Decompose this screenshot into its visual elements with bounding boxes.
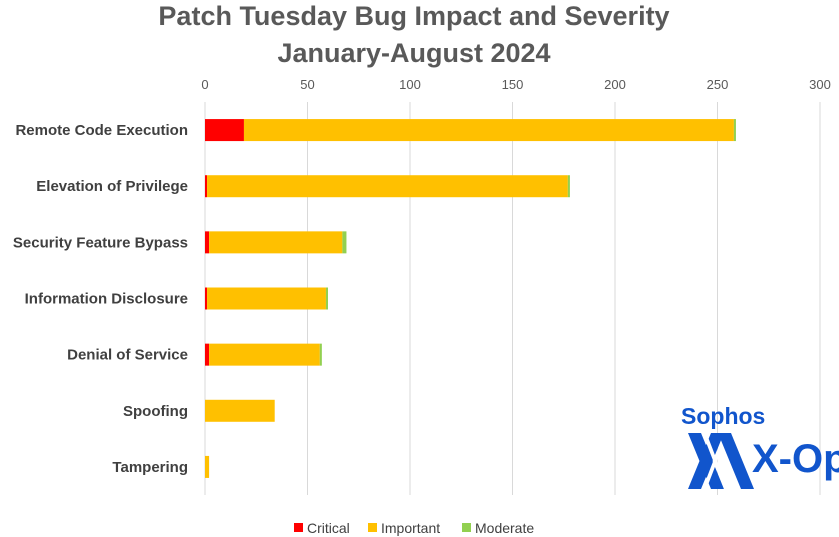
logo-bottom-text: X-Ops xyxy=(752,437,839,481)
category-label: Security Feature Bypass xyxy=(13,234,188,251)
bar-segment-critical xyxy=(205,175,208,198)
x-tick-label: 200 xyxy=(604,77,626,92)
category-label: Information Disclosure xyxy=(25,291,188,308)
x-axis: 0 50 100 150 200 250 300 xyxy=(201,77,830,92)
legend-label: Critical xyxy=(307,520,350,536)
logo-top-text: Sophos xyxy=(681,403,765,429)
bar-segment-moderate xyxy=(342,231,347,254)
bar-segment-critical xyxy=(205,119,244,142)
x-tick-label: 0 xyxy=(201,77,208,92)
bar-segment-important xyxy=(205,455,210,478)
x-tick-label: 150 xyxy=(502,77,524,92)
bar-segment-important xyxy=(207,175,568,198)
grid xyxy=(204,102,821,495)
bars xyxy=(205,119,736,478)
legend-swatch xyxy=(368,523,377,532)
legend: Critical Important Moderate xyxy=(294,520,534,536)
sophos-xops-logo: Sophos X-Ops xyxy=(681,403,839,489)
y-axis: Remote Code Execution Elevation of Privil… xyxy=(13,122,188,476)
bar-segment-important xyxy=(209,231,343,254)
bar-segment-critical xyxy=(205,231,210,254)
bar-segment-moderate xyxy=(319,343,322,366)
chart-title: Patch Tuesday Bug Impact and Severity xyxy=(158,1,669,31)
legend-label: Important xyxy=(381,520,440,536)
category-label: Remote Code Execution xyxy=(15,122,188,139)
bar-segment-important xyxy=(205,399,275,422)
bar-segment-critical xyxy=(205,343,210,366)
chart-subtitle: January-August 2024 xyxy=(277,38,550,68)
bar-segment-important xyxy=(207,287,326,310)
legend-swatch xyxy=(462,523,471,532)
bar-segment-important xyxy=(209,343,320,366)
x-tick-label: 250 xyxy=(707,77,729,92)
bar-segment-important xyxy=(243,119,734,142)
category-label: Tampering xyxy=(112,459,188,476)
category-label: Spoofing xyxy=(123,403,188,420)
category-label: Elevation of Privilege xyxy=(36,178,188,195)
x-mark-icon xyxy=(688,433,754,489)
bar-segment-moderate xyxy=(567,175,570,198)
legend-label: Moderate xyxy=(475,520,534,536)
x-tick-label: 300 xyxy=(809,77,831,92)
bar-segment-critical xyxy=(205,287,208,310)
category-label: Denial of Service xyxy=(67,347,188,364)
x-tick-label: 100 xyxy=(399,77,421,92)
x-tick-label: 50 xyxy=(300,77,314,92)
bar-segment-moderate xyxy=(325,287,328,310)
legend-swatch xyxy=(294,523,303,532)
bar-segment-moderate xyxy=(733,119,736,142)
